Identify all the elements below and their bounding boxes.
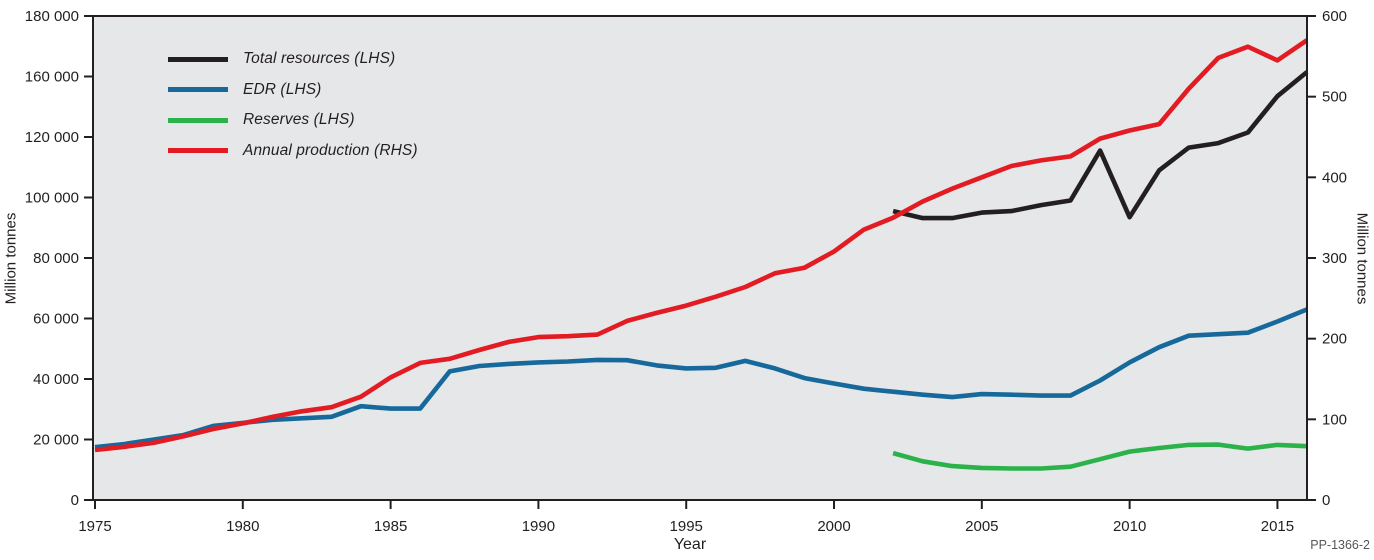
left-axis-tick-label: 160 000	[25, 69, 79, 86]
legend-item-reserves: Reserves (LHS)	[168, 105, 418, 136]
x-axis-title: Year	[673, 536, 707, 553]
left-axis-tick-label: 0	[71, 492, 79, 509]
series-line-total-resources-lhs	[892, 70, 1309, 221]
left-axis-tick-label: 80 000	[33, 250, 79, 267]
right-axis-tick-label: 400	[1322, 169, 1347, 186]
chart-legend: Total resources (LHS) EDR (LHS) Reserves…	[168, 44, 418, 166]
x-axis-tick-label: 2010	[1113, 518, 1146, 535]
series-line-edr-lhs	[94, 307, 1308, 450]
series-line-annual-production-rhs	[94, 38, 1309, 453]
right-axis-title: Million tonnes	[1353, 212, 1371, 305]
right-axis-tick-label: 600	[1322, 8, 1347, 25]
x-axis-tick-label: 2005	[965, 518, 998, 535]
legend-item-total-resources: Total resources (LHS)	[168, 44, 418, 75]
left-axis-tick-label: 180 000	[25, 8, 79, 25]
x-axis-tick-label: 1980	[226, 518, 259, 535]
right-axis-tick-label: 200	[1322, 331, 1347, 348]
right-axis-tick-label: 500	[1322, 89, 1347, 106]
legend-label-reserves: Reserves (LHS)	[243, 111, 355, 129]
left-axis-tick-label: 100 000	[25, 190, 79, 207]
x-axis-tick-label: 2000	[817, 518, 850, 535]
legend-line-edr	[168, 87, 228, 93]
right-axis-tick-label: 0	[1322, 492, 1330, 509]
legend-line-annual-production	[168, 148, 228, 154]
legend-label-total-resources: Total resources (LHS)	[243, 50, 396, 68]
left-axis-tick-label: 40 000	[33, 371, 79, 388]
x-axis-tick-label: 1995	[670, 518, 703, 535]
legend-line-reserves	[168, 117, 228, 123]
series-line-reserves-lhs	[892, 442, 1308, 471]
figure-code: PP-1366-2	[1310, 538, 1370, 552]
legend-line-total-resources	[168, 56, 228, 62]
legend-item-annual-production: Annual production (RHS)	[168, 136, 418, 167]
legend-item-edr: EDR (LHS)	[168, 75, 418, 106]
legend-label-edr: EDR (LHS)	[243, 80, 322, 98]
x-axis-tick-label: 1975	[78, 518, 111, 535]
x-axis-tick-label: 1990	[522, 518, 555, 535]
right-axis-tick-label: 300	[1322, 250, 1347, 267]
left-axis-tick-label: 120 000	[25, 129, 79, 146]
x-axis-tick-label: 2015	[1261, 518, 1294, 535]
x-axis-tick-label: 1985	[374, 518, 407, 535]
right-axis-tick-label: 100	[1322, 411, 1347, 428]
left-axis-tick-label: 60 000	[33, 311, 79, 328]
left-axis-title: Million tonnes	[2, 212, 20, 305]
legend-label-annual-production: Annual production (RHS)	[243, 141, 418, 159]
left-axis-tick-label: 20 000	[33, 432, 79, 449]
